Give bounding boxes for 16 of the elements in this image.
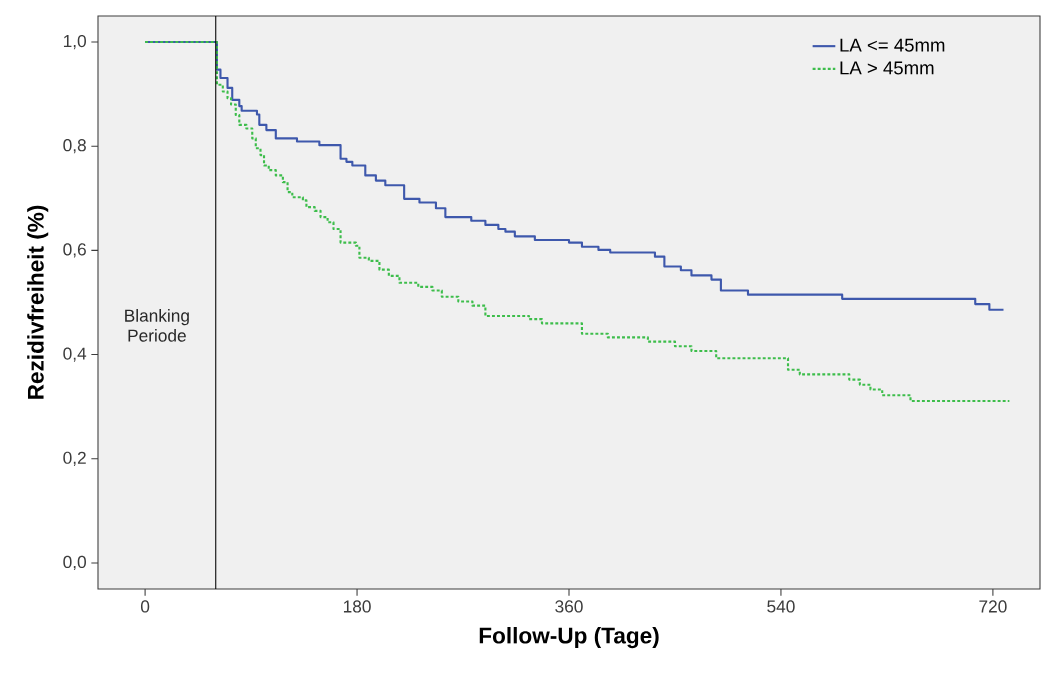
y-tick-label: 0,2 [63,451,86,466]
y-tick-label: 1,0 [63,34,86,50]
y-tick-label: 0,4 [63,347,87,362]
legend-label: LA > 45mm [840,61,934,75]
x-tick-label: 0 [140,600,150,613]
y-tick-label: 0,8 [63,139,86,154]
legend-label: LA <= 45mm [840,38,945,52]
x-axis-title: Follow-Up (Tage) [479,627,659,649]
x-tick-label: 540 [767,600,795,613]
y-tick-label: 0,6 [63,243,86,258]
y-axis-title: Rezidivfreiheit (%) [27,205,49,399]
y-tick-label: 0,0 [63,555,86,571]
x-tick-label: 180 [343,600,371,613]
x-tick-label: 360 [555,600,583,613]
ref-line-label: Blanking Periode [125,309,189,342]
x-tick-label: 720 [979,600,1007,613]
